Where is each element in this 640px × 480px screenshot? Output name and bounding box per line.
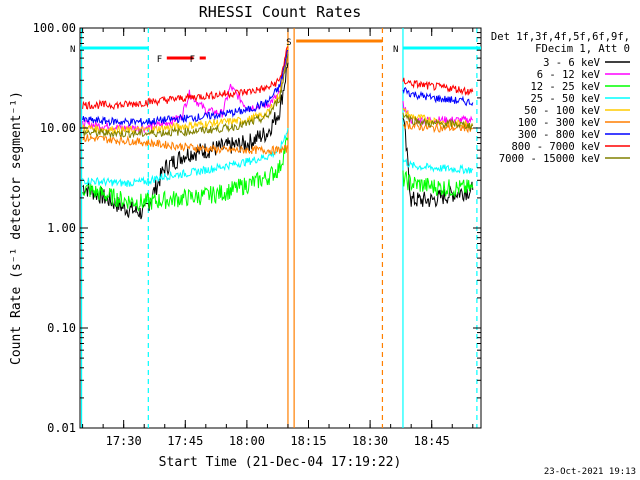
series-line	[402, 112, 474, 131]
x-tick-label: 18:00	[229, 434, 265, 448]
footer-timestamp: 23-Oct-2021 19:13	[544, 467, 636, 477]
series-line	[402, 107, 473, 130]
vertical-markers	[80, 28, 478, 428]
attenuator-bars: N N F F S	[70, 38, 481, 65]
series-line	[82, 127, 289, 188]
x-tick-label: 17:30	[106, 434, 142, 448]
y-axis-label: Count Rate (s⁻¹ detector segment⁻¹)	[9, 91, 24, 365]
series-line	[402, 158, 474, 175]
chart-title: RHESSI Count Rates	[199, 3, 362, 21]
legend: Det 1f,3f,4f,5f,6f,9f,FDecim 1, Att 0 3 -…	[491, 31, 630, 165]
legend-label: 300 - 800 keV	[518, 129, 601, 141]
attenuator-bar-label: F	[190, 55, 195, 65]
series-line	[82, 136, 289, 212]
series-line	[402, 120, 474, 134]
x-axis-ticks: 17:30 17:45 18:00 18:15 18:30 18:45	[82, 28, 474, 448]
legend-label: 12 - 25 keV	[530, 81, 600, 93]
legend-label: 25 - 50 keV	[530, 93, 600, 105]
y-tick-label: 1.00	[47, 221, 76, 235]
legend-header: FDecim 1, Att 0	[535, 43, 630, 55]
attenuator-bar-label: F	[157, 55, 162, 65]
legend-label: 50 - 100 keV	[524, 105, 601, 117]
series-line	[402, 77, 474, 96]
legend-label: 100 - 300 keV	[518, 117, 601, 129]
y-tick-label: 100.00	[33, 21, 76, 35]
x-tick-label: 18:45	[414, 434, 450, 448]
series-line	[402, 170, 474, 199]
y-tick-label: 10.00	[40, 121, 76, 135]
x-axis-label: Start Time (21-Dec-04 17:19:22)	[159, 455, 402, 470]
legend-label: 800 - 7000 keV	[511, 141, 600, 153]
x-tick-label: 18:30	[352, 434, 388, 448]
y-tick-label: 0.01	[47, 421, 76, 435]
x-tick-label: 18:15	[290, 434, 326, 448]
attenuator-bar-label: N	[393, 45, 398, 55]
y-tick-label: 0.10	[47, 321, 76, 335]
y-axis-ticks: 0.01 0.10 1.00 10.00 100.00	[33, 21, 481, 435]
legend-label: 3 - 6 keV	[543, 57, 601, 69]
series-lines	[82, 43, 474, 220]
legend-header: Det 1f,3f,4f,5f,6f,9f,	[491, 31, 630, 43]
series-line	[82, 49, 289, 128]
series-line	[82, 46, 289, 111]
series-line	[82, 62, 289, 220]
series-line	[82, 53, 289, 139]
series-line	[82, 133, 289, 156]
legend-label: 6 - 12 keV	[537, 69, 601, 81]
x-tick-label: 17:45	[167, 434, 203, 448]
series-line	[402, 117, 474, 208]
series-line	[402, 86, 474, 107]
attenuator-bar-label: N	[70, 45, 75, 55]
attenuator-bar-label: S	[286, 38, 291, 48]
legend-label: 7000 - 15000 keV	[499, 153, 601, 165]
